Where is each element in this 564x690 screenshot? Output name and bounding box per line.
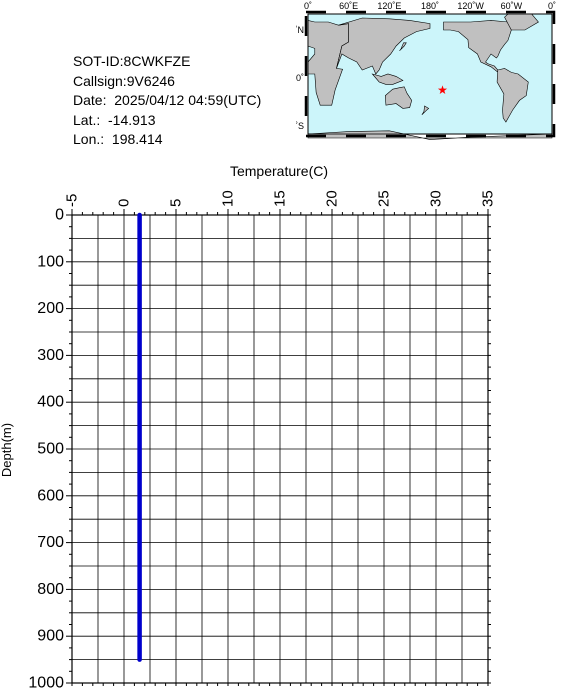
map-longitude-label: 180˚ bbox=[421, 1, 439, 11]
map-land-shape bbox=[399, 42, 407, 52]
x-tick-label: 0 bbox=[116, 199, 133, 207]
map-land-shape bbox=[384, 86, 413, 109]
map-longitude-labels: 0˚ 60˚E 120˚E 180˚ 120˚W 60˚W 0˚ bbox=[304, 1, 556, 11]
y-tick-label: 0 bbox=[55, 207, 64, 224]
y-tick-label: 500 bbox=[37, 441, 64, 458]
y-tick-label: 300 bbox=[37, 347, 64, 364]
location-map: 0˚ 60˚E 120˚E 180˚ 120˚W 60˚W 0˚ 60˚N 0˚ 60˚S ★ bbox=[296, 1, 556, 140]
x-tick-label: 5 bbox=[168, 199, 185, 207]
x-tick-label: 35 bbox=[480, 190, 497, 207]
map-land-shape bbox=[421, 105, 430, 116]
sot-id-label: SOT-ID:8CWKFZE bbox=[73, 53, 191, 69]
map-longitude-label: 0˚ bbox=[304, 1, 312, 11]
y-axis-ticks: 0 100 200 300 400 500 600 700 800 900 1000 bbox=[28, 207, 491, 690]
x-tick-label: 10 bbox=[220, 190, 237, 207]
map-frame-inner bbox=[307, 13, 553, 135]
y-tick-label: 900 bbox=[37, 628, 64, 645]
map-land-shape bbox=[371, 73, 404, 85]
map-latitude-label: 0˚ bbox=[296, 73, 304, 83]
temperature-depth-chart: Temperature(C) Depth(m) -5 0 5 10 15 20 25 30 35… bbox=[0, 163, 497, 690]
map-land bbox=[307, 13, 553, 140]
callsign-label: Callsign:9V6246 bbox=[73, 72, 175, 89]
map-longitude-label: 0˚ bbox=[548, 1, 556, 11]
x-tick-label: 30 bbox=[428, 190, 445, 207]
map-longitude-label: 60˚E bbox=[339, 1, 358, 11]
map-land-shape bbox=[336, 17, 431, 75]
y-tick-label: 400 bbox=[37, 394, 64, 411]
map-longitude-label: 120˚W bbox=[457, 1, 484, 11]
station-info: SOT-ID:8CWKFZE Callsign:9V6246 Date: 202… bbox=[73, 52, 261, 150]
date-label: Date: 2025/04/12 04:59(UTC) bbox=[73, 92, 262, 108]
x-tick-label: 20 bbox=[324, 190, 341, 207]
map-land-shape bbox=[307, 130, 553, 140]
map-land-shape bbox=[496, 68, 529, 123]
x-tick-label: -5 bbox=[64, 194, 81, 207]
map-latitude-labels: 60˚N 0˚ 60˚S bbox=[296, 25, 304, 131]
chart-grid bbox=[72, 215, 488, 683]
y-tick-label: 600 bbox=[37, 487, 64, 504]
map-latitude-label: 60˚N bbox=[296, 25, 304, 35]
map-frame-border bbox=[304, 10, 556, 138]
y-tick-label: 100 bbox=[37, 253, 64, 270]
plot-frame bbox=[71, 214, 489, 684]
map-longitude-label: 60˚W bbox=[501, 1, 523, 11]
map-longitude-label: 120˚E bbox=[377, 1, 401, 11]
map-frame bbox=[304, 10, 556, 138]
y-tick-label: 200 bbox=[37, 300, 64, 317]
y-tick-label: 800 bbox=[37, 581, 64, 598]
latitude-label: Lat.: -14.913 bbox=[73, 111, 156, 128]
x-axis-label: Temperature(C) bbox=[230, 163, 328, 179]
x-tick-label: 25 bbox=[376, 190, 393, 207]
y-axis-label: Depth(m) bbox=[0, 423, 14, 477]
map-latitude-label: 60˚S bbox=[296, 121, 304, 131]
x-tick-label: 15 bbox=[272, 190, 289, 207]
longitude-label: Lon.: 198.414 bbox=[73, 131, 163, 147]
y-tick-label: 1000 bbox=[28, 675, 64, 690]
location-marker-icon: ★ bbox=[437, 83, 448, 97]
y-tick-label: 700 bbox=[37, 534, 64, 551]
